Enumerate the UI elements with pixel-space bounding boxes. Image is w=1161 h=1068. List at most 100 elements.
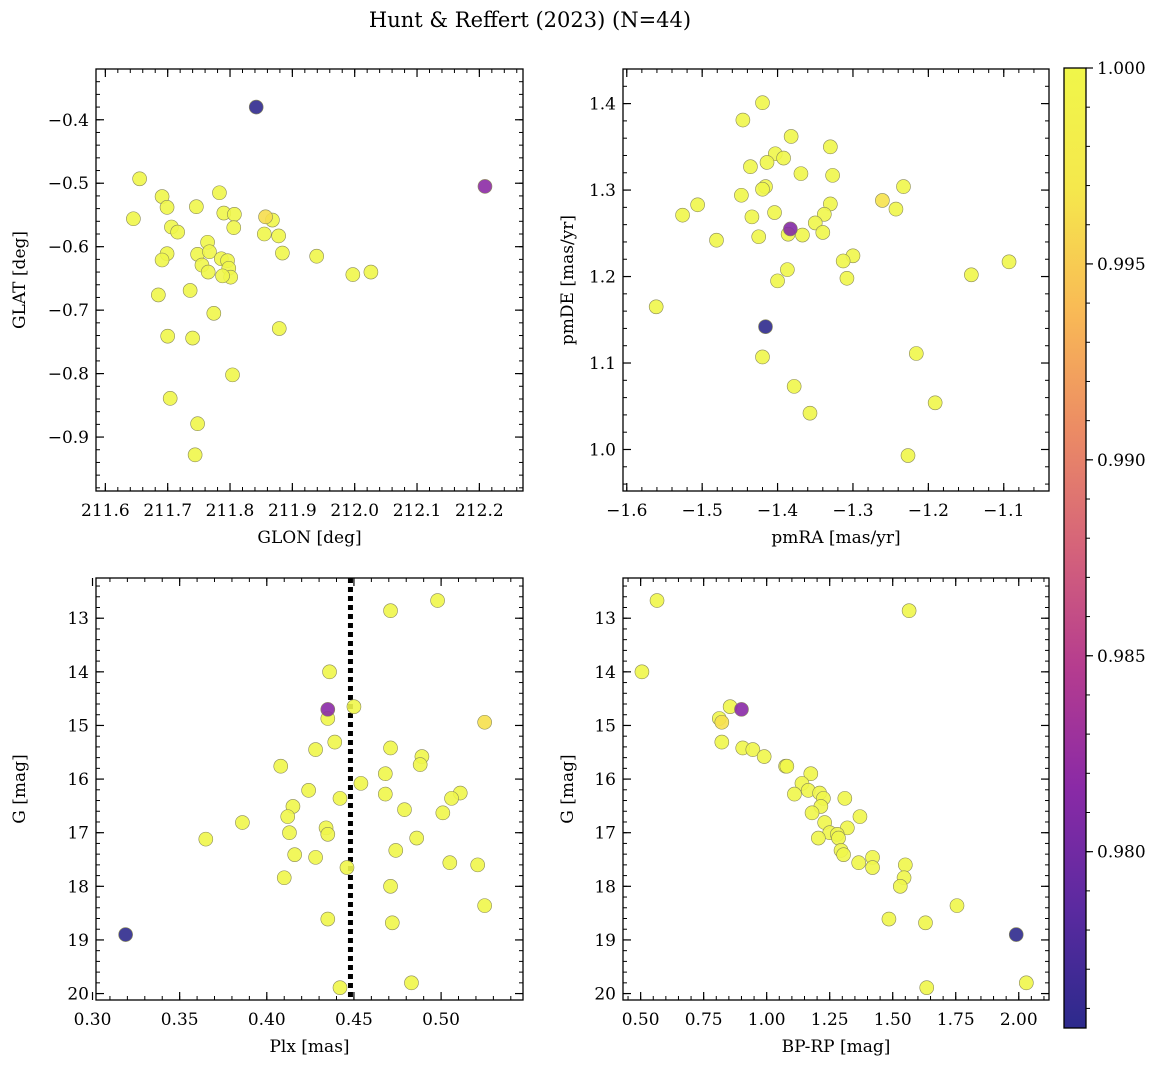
x-tick-label: −1.2: [908, 501, 949, 521]
data-point: [888, 201, 904, 217]
y-tick-label: 1.1: [589, 354, 616, 374]
x-tick-label: −1.4: [757, 501, 798, 521]
data-point: [378, 786, 393, 802]
data-point: [189, 199, 204, 215]
data-point: [154, 252, 170, 268]
data-point: [198, 831, 214, 847]
x-tick-label: −1.6: [606, 501, 647, 521]
data-point: [353, 776, 369, 791]
data-point: [227, 207, 242, 222]
data-point: [327, 734, 343, 750]
data-point: [776, 150, 791, 166]
data-point: [430, 593, 445, 608]
data-point: [714, 734, 730, 750]
x-tick-label: 0.45: [335, 1010, 373, 1030]
data-point: [898, 857, 913, 873]
y-tick-label: 1.0: [589, 440, 616, 460]
data-point: [226, 220, 242, 235]
data-point: [649, 593, 665, 608]
data-point: [215, 268, 230, 284]
data-point: [815, 225, 831, 240]
x-tick-label: 211.8: [206, 501, 255, 521]
y-tick-label: 14: [67, 663, 89, 683]
data-point: [363, 264, 379, 280]
y-tick-label: 13: [594, 609, 616, 629]
y-tick-label: 1.2: [589, 268, 616, 288]
data-point: [309, 248, 324, 264]
data-point: [795, 227, 810, 243]
data-point: [1019, 975, 1034, 991]
y-tick-label: −0.6: [48, 238, 89, 258]
data-point: [918, 915, 933, 931]
data-point: [185, 330, 200, 346]
y-tick-label: 16: [67, 770, 89, 790]
colorbar-tick-label: 1.000: [1097, 59, 1146, 79]
data-point: [767, 205, 782, 220]
data-point: [126, 211, 141, 227]
data-point: [908, 346, 924, 361]
data-point: [919, 980, 935, 995]
colorbar-tick-label: 0.990: [1097, 451, 1146, 471]
data-point: [435, 805, 451, 821]
data-point: [477, 179, 493, 194]
probability-colorbar: 0.980 0.985 0.990 0.995 1.000: [1063, 59, 1146, 1029]
x-tick-label: 0.50: [622, 1010, 660, 1030]
data-point: [770, 273, 785, 289]
data-point: [734, 187, 749, 203]
data-point: [835, 253, 851, 269]
data-point: [190, 416, 205, 432]
colorbar-gradient-bar: [1063, 67, 1087, 1029]
data-point: [751, 229, 767, 245]
x-axis-label: Plx [mas]: [269, 1037, 349, 1057]
y-tick-label: −0.5: [48, 174, 89, 194]
data-point: [320, 911, 336, 927]
data-point: [783, 221, 798, 237]
data-point: [758, 319, 773, 334]
x-tick-label: 0.30: [74, 1010, 112, 1030]
axes-frame: [622, 68, 1050, 492]
data-point: [743, 159, 758, 175]
data-point: [383, 879, 398, 894]
x-tick-label: 212.1: [393, 501, 442, 521]
data-point: [709, 232, 724, 248]
data-point: [690, 197, 705, 213]
data-point: [308, 850, 323, 865]
data-point: [811, 830, 826, 846]
proper-motion-panel: −1.6 −1.5 −1.4 −1.3 −1.2 −1.1 1.0 1.1 1.2 1.3 1.4 p…: [558, 68, 1050, 548]
data-point: [787, 786, 802, 802]
data-point: [964, 267, 979, 283]
y-tick-label: 1.4: [589, 95, 616, 115]
y-axis-label: G [mag]: [558, 754, 578, 823]
axes-frame: [622, 577, 1050, 1001]
data-point: [745, 742, 761, 757]
data-point: [881, 911, 897, 927]
data-point: [817, 206, 832, 222]
x-tick-label: −1.5: [682, 501, 723, 521]
y-tick-label: 18: [594, 877, 616, 897]
data-point: [900, 448, 916, 463]
data-point: [759, 155, 775, 170]
x-tick-label: 0.35: [161, 1010, 199, 1030]
data-point: [404, 975, 419, 991]
data-point: [202, 244, 217, 260]
data-point: [783, 129, 799, 144]
x-axis-label: pmRA [mas/yr]: [771, 528, 900, 548]
data-point: [675, 207, 690, 223]
data-point: [714, 714, 730, 730]
data-point: [831, 830, 846, 846]
x-tick-label: 211.7: [143, 501, 192, 521]
x-tick-label: −1.3: [832, 501, 873, 521]
x-axis-label: BP-RP [mag]: [782, 1037, 891, 1057]
axes-frame: [95, 577, 524, 1001]
data-point: [634, 664, 650, 680]
x-tick-label: 2.00: [1000, 1010, 1038, 1030]
data-point: [892, 879, 908, 894]
y-tick-label: 15: [67, 716, 89, 736]
data-point: [378, 766, 393, 782]
data-point: [477, 898, 492, 913]
x-tick-label: 0.75: [685, 1010, 723, 1030]
data-point: [212, 185, 227, 201]
data-point: [345, 267, 361, 282]
data-point: [282, 825, 297, 841]
